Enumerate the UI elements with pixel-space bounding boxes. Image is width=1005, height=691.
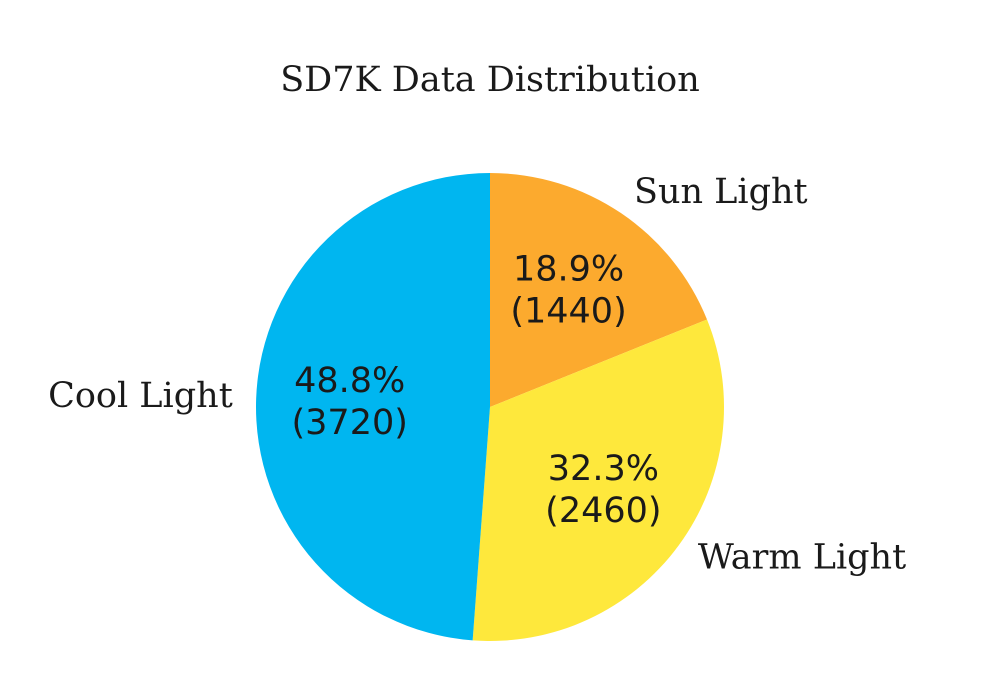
slice-label-cool-light: Cool Light: [48, 376, 233, 416]
chart-title: SD7K Data Distribution: [280, 60, 700, 100]
pie-slice-sun-light: [490, 173, 708, 407]
pie-slices: [255, 173, 725, 642]
slice-count-cool-light: (3720): [292, 403, 408, 443]
pie-slice-cool-light: [255, 173, 490, 641]
slice-label-sun-light: Sun Light: [634, 172, 808, 212]
slice-count-sun-light: (1440): [510, 292, 626, 332]
slice-percent-sun-light: 18.9%: [513, 250, 624, 290]
slice-label-warm-light: Warm Light: [698, 537, 906, 577]
slice-count-warm-light: (2460): [545, 491, 661, 531]
slice-percent-warm-light: 32.3%: [548, 449, 659, 489]
pie-slice-warm-light: [472, 319, 725, 642]
slice-percent-cool-light: 48.8%: [294, 361, 405, 401]
